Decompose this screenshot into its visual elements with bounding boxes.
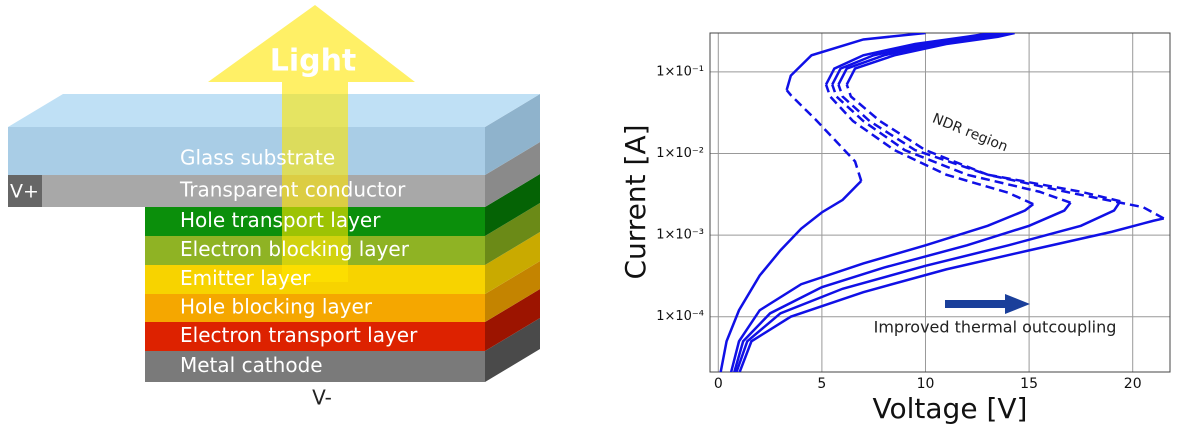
x-tick-label: 15 bbox=[1020, 376, 1038, 392]
layer-label: Hole blocking layer bbox=[180, 295, 373, 319]
v-plus-label: V+ bbox=[10, 181, 39, 203]
x-tick-label: 20 bbox=[1124, 376, 1142, 392]
layer-label: Metal cathode bbox=[180, 353, 323, 377]
x-tick-label: 5 bbox=[817, 376, 826, 392]
annotation: NDR region bbox=[930, 111, 1010, 156]
layer-label: Electron transport layer bbox=[180, 323, 418, 347]
light-label: Light bbox=[270, 44, 357, 79]
oled-diagram: Light Glass substrate Transparent conducto… bbox=[8, 5, 540, 410]
curve bbox=[787, 90, 862, 181]
x-tick-label: 0 bbox=[714, 376, 723, 392]
annotation-arrow bbox=[945, 294, 1030, 314]
layer-label: Electron blocking layer bbox=[180, 237, 410, 261]
layer-label: Emitter layer bbox=[180, 266, 311, 290]
iv-chart: 0 5 10 15 20 1×10⁻⁴ 1×10⁻³ 1×10⁻² 1×10⁻¹ NDR regi… bbox=[619, 33, 1170, 425]
curve bbox=[736, 201, 1120, 373]
x-tick-label: 10 bbox=[917, 376, 935, 392]
figure: Light Glass substrate Transparent conducto… bbox=[0, 0, 1179, 430]
y-tick-label: 1×10⁻¹ bbox=[656, 64, 704, 79]
y-tick-label: 1×10⁻⁴ bbox=[656, 309, 704, 324]
x-axis-title: Voltage [V] bbox=[873, 392, 1028, 425]
annotation: Improved thermal outcoupling bbox=[874, 318, 1117, 337]
layer-label: Transparent conductor bbox=[179, 178, 406, 202]
glass-top bbox=[8, 94, 540, 127]
y-tick-label: 1×10⁻² bbox=[656, 146, 704, 161]
layer-label: Glass substrate bbox=[180, 146, 335, 170]
curve bbox=[731, 204, 1034, 374]
y-tick-label: 1×10⁻³ bbox=[656, 228, 704, 243]
y-axis-title: Current [A] bbox=[619, 124, 652, 279]
curve bbox=[734, 203, 1071, 374]
layer-label: Hole transport layer bbox=[180, 208, 381, 232]
v-minus-label: V- bbox=[312, 386, 332, 410]
